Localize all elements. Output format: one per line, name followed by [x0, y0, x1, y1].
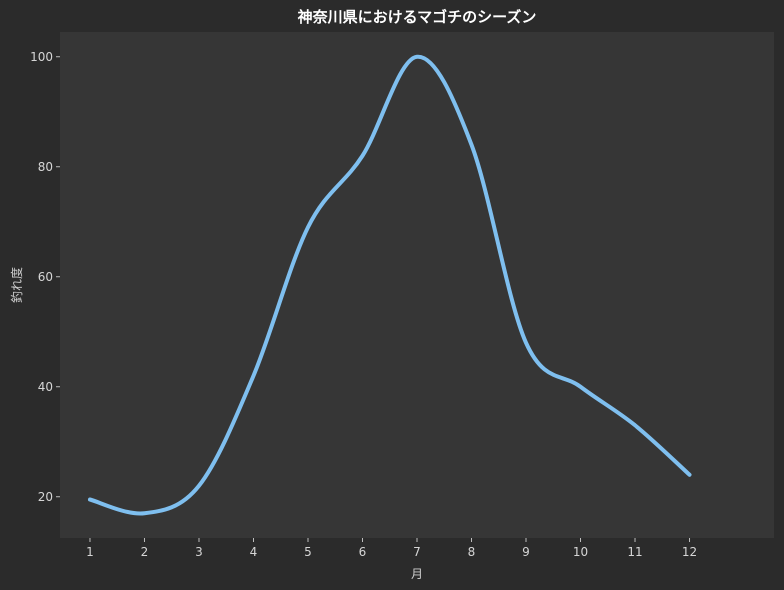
x-axis: 1 2 3 4 5 6 7 8 9 10 11 12 — [86, 538, 697, 559]
x-tick-label: 5 — [304, 545, 312, 559]
x-tick-label: 11 — [627, 545, 642, 559]
x-axis-label: 月 — [411, 567, 423, 581]
x-tick-label: 10 — [573, 545, 588, 559]
x-tick-label: 7 — [413, 545, 421, 559]
y-tick-label: 40 — [38, 380, 53, 394]
series-line — [87, 54, 692, 516]
x-tick-label: 3 — [195, 545, 203, 559]
y-tick-label: 20 — [38, 490, 53, 504]
x-tick-label: 12 — [682, 545, 697, 559]
x-tick-label: 6 — [359, 545, 367, 559]
y-axis-label: 釣れ度 — [9, 267, 24, 303]
x-tick-label: 2 — [141, 545, 149, 559]
y-tick-label: 80 — [38, 160, 53, 174]
x-tick-label: 8 — [468, 545, 476, 559]
y-tick-label: 100 — [30, 50, 53, 64]
y-axis: 20 40 60 80 100 — [30, 50, 60, 504]
chart-title: 神奈川県におけるマゴチのシーズン — [298, 8, 537, 26]
x-tick-label: 4 — [250, 545, 258, 559]
x-tick-label: 9 — [522, 545, 530, 559]
plot-area — [60, 32, 774, 538]
y-tick-label: 60 — [38, 270, 53, 284]
x-tick-label: 1 — [86, 545, 94, 559]
